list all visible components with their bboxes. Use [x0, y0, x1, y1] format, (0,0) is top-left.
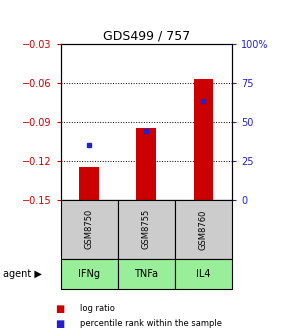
Bar — [137, 128, 156, 200]
Text: TNFa: TNFa — [135, 269, 158, 279]
Title: GDS499 / 757: GDS499 / 757 — [103, 30, 190, 43]
Text: ■: ■ — [55, 319, 64, 329]
Text: GSM8760: GSM8760 — [199, 209, 208, 250]
Text: ■: ■ — [55, 304, 64, 314]
Text: percentile rank within the sample: percentile rank within the sample — [80, 319, 222, 328]
Text: GSM8750: GSM8750 — [85, 209, 94, 249]
Bar — [193, 79, 213, 200]
Text: IL4: IL4 — [196, 269, 211, 279]
Text: log ratio: log ratio — [80, 304, 115, 313]
Bar — [79, 167, 99, 200]
Text: IFNg: IFNg — [78, 269, 100, 279]
Text: GSM8755: GSM8755 — [142, 209, 151, 249]
Text: agent ▶: agent ▶ — [3, 269, 42, 279]
